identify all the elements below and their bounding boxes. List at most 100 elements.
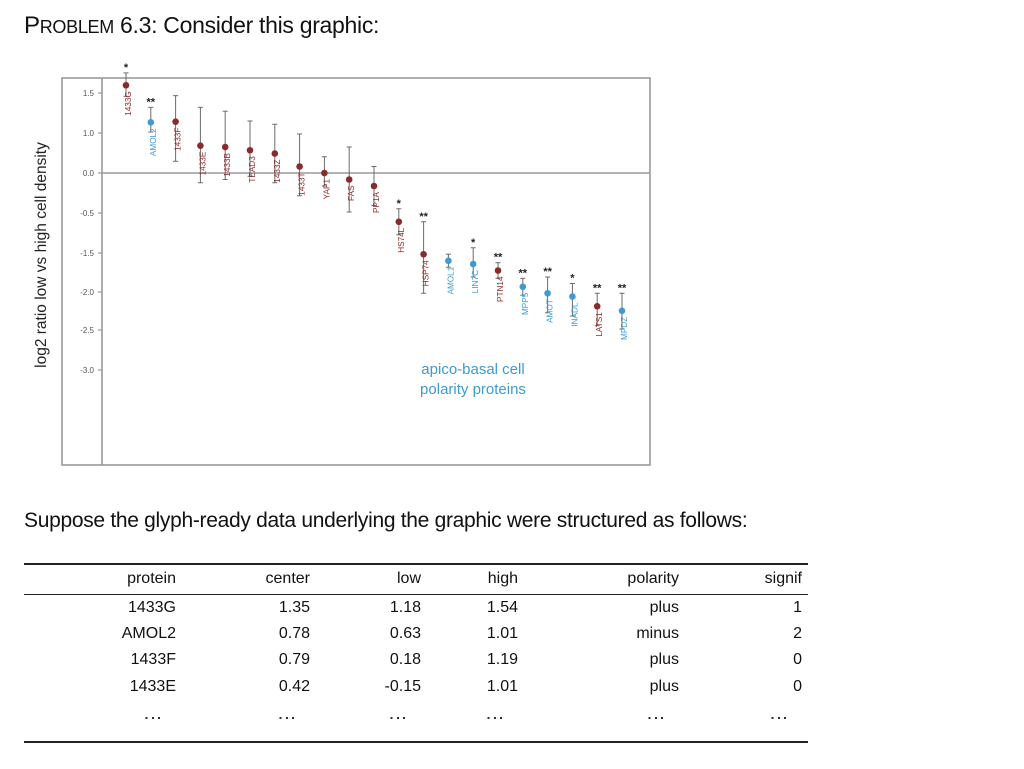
- point-label: MPP5: [521, 292, 530, 315]
- table-cell: 2: [793, 624, 802, 642]
- point-label: YAP1: [322, 179, 331, 200]
- table-row: 1433G 1.35 1.18 1.54 plus 1: [24, 594, 808, 621]
- vertical-ellipsis: ⋮: [388, 709, 408, 729]
- point-label: HS74L: [397, 227, 406, 252]
- dot-whisker-chart: 1.5 1.0 0.0 -0.5 -1.5 -2.0 -2.5 -3.0 log2 ratio …: [33, 62, 651, 466]
- data-point: [593, 302, 601, 310]
- significance-stars: **: [419, 211, 428, 223]
- problem-title-smallcaps: ROBLEM: [39, 17, 115, 37]
- data-point: [197, 142, 204, 149]
- ellipsis-cell: ⋮: [427, 700, 524, 742]
- table-cell: 1.01: [486, 677, 518, 695]
- data-point: [569, 293, 576, 300]
- ellipsis-cell: ⋮: [316, 700, 427, 742]
- significance-stars: **: [519, 267, 528, 279]
- data-point: [221, 143, 229, 151]
- vertical-ellipsis: ⋮: [769, 709, 789, 729]
- vertical-ellipsis: ⋮: [277, 709, 297, 729]
- table-ellipsis-row: ⋮ ⋮ ⋮ ⋮ ⋮ ⋮: [24, 700, 808, 742]
- point-label: 1433E: [198, 151, 207, 175]
- vertical-ellipsis: ⋮: [485, 709, 505, 729]
- ellipsis-cell: ⋮: [24, 700, 182, 742]
- significance-stars: *: [471, 237, 476, 249]
- table-cell: 0.18: [389, 651, 421, 669]
- data-point: [345, 176, 353, 183]
- y-tick-label: -2.5: [80, 326, 94, 335]
- data-point: [321, 169, 328, 177]
- y-tick-label: 1.0: [83, 129, 95, 138]
- table-cell: 1433F: [130, 651, 176, 669]
- vertical-ellipsis: ⋮: [143, 709, 163, 729]
- point-label: PP1A: [372, 191, 381, 212]
- significance-stars: *: [397, 198, 402, 210]
- data-point: [122, 81, 130, 89]
- point-label: 1433G: [124, 91, 133, 116]
- table-cell: 1.01: [486, 624, 518, 642]
- vertical-ellipsis: ⋮: [646, 709, 666, 729]
- data-point: [469, 260, 477, 268]
- y-tick-label: -2.0: [80, 288, 94, 297]
- table-header-cell: polarity: [627, 570, 679, 588]
- significance-stars: *: [570, 273, 575, 285]
- point-label: FAS: [347, 185, 356, 201]
- data-point: [420, 250, 427, 258]
- table-cell: 0.63: [389, 624, 421, 642]
- table-cell: 1: [793, 598, 802, 616]
- data-point: [147, 119, 155, 126]
- data-point: [246, 146, 254, 154]
- table-header-cell: protein: [127, 570, 176, 588]
- table-cell: 1.54: [486, 598, 518, 616]
- point-label: TEAD3: [248, 156, 257, 183]
- ellipsis-cell: ⋮: [685, 700, 808, 742]
- problem-title: PROBLEM 6.3: Consider this graphic:: [24, 12, 379, 40]
- table-row: 1433E 0.42 -0.15 1.01 plus 0: [24, 674, 808, 701]
- y-tick-label: -0.5: [80, 209, 94, 218]
- ellipsis-cell: ⋮: [524, 700, 685, 742]
- point-label: MPDZ: [620, 317, 629, 340]
- point-label: LATS1: [595, 312, 604, 337]
- table-cell: -0.15: [384, 677, 421, 695]
- y-tick-label: 0.0: [83, 169, 95, 178]
- point-label: 1433B: [223, 152, 232, 176]
- table-cell: 1.18: [389, 598, 421, 616]
- intro-text: Suppose the glyph-ready data underlying …: [24, 509, 748, 532]
- table-cell: plus: [649, 677, 679, 695]
- data-point: [494, 267, 502, 274]
- table-row: AMOL2 0.78 0.63 1.01 minus 2: [24, 621, 808, 648]
- chart-annotation-line: apico-basal cell: [421, 361, 524, 378]
- y-axis-label: log2 ratio low vs high cell density: [33, 142, 50, 368]
- table-header-cell: signif: [764, 570, 802, 588]
- table-cell: 0: [793, 651, 802, 669]
- table-cell: AMOL2: [121, 624, 176, 642]
- table-cell: 0.79: [278, 651, 310, 669]
- point-label: AMOT: [546, 299, 555, 323]
- point-label: 1433T: [298, 173, 307, 196]
- problem-title-lead: P: [24, 12, 40, 39]
- table-cell: plus: [649, 598, 679, 616]
- table-cell: 0: [793, 677, 802, 695]
- point-label: 1433Z: [273, 160, 282, 183]
- table-header-row: protein center low high polarity signif: [24, 564, 808, 594]
- table-cell: 1433G: [127, 598, 176, 616]
- point-label: INADL: [570, 302, 579, 327]
- y-tick-label: -1.5: [80, 249, 94, 258]
- table-cell: 1.19: [486, 651, 518, 669]
- problem-title-rest: 6.3: Consider this graphic:: [113, 12, 380, 38]
- glyph-data-table: protein center low high polarity signif …: [24, 563, 808, 743]
- point-label: PTN14: [496, 276, 505, 302]
- table-header-cell: high: [487, 570, 518, 588]
- data-point: [370, 182, 378, 190]
- table-cell: minus: [636, 624, 679, 642]
- significance-stars: **: [593, 282, 602, 294]
- significance-stars: **: [494, 252, 503, 264]
- ellipsis-cell: ⋮: [182, 700, 316, 742]
- significance-stars: **: [543, 266, 552, 278]
- y-tick-label: 1.5: [83, 89, 95, 98]
- data-point: [618, 307, 626, 315]
- point-label: HSP74: [422, 260, 431, 286]
- data-point: [172, 118, 179, 125]
- chart-frame: [61, 77, 651, 466]
- data-point: [544, 289, 551, 297]
- point-label: LIN7C: [471, 270, 480, 293]
- significance-stars: **: [147, 96, 156, 108]
